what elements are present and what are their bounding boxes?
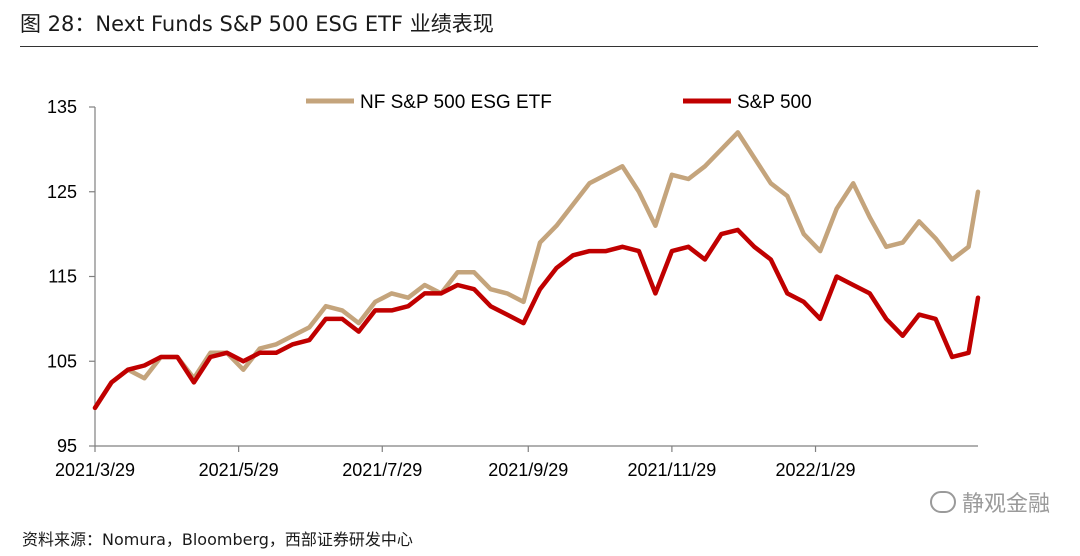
y-tick-label: 105	[47, 351, 77, 371]
x-tick-label: 2021/11/29	[628, 460, 717, 480]
title-divider	[20, 46, 1038, 47]
figure-title: 图 28：Next Funds S&P 500 ESG ETF 业绩表现	[20, 12, 494, 36]
watermark-text: 静观金融	[961, 492, 1050, 517]
y-tick-label: 115	[48, 267, 77, 287]
series-line	[92, 130, 981, 411]
x-axis: 2021/3/29 2021/5/29 2021/7/29 2021/9/29 2021…	[55, 445, 978, 480]
x-tick-label: 2021/5/29	[199, 460, 279, 480]
legend-label: NF S&P 500 ESG ETF	[360, 92, 552, 113]
x-tick-label: 2021/9/29	[488, 460, 568, 480]
legend-label: S&P 500	[737, 92, 812, 113]
y-tick-label: 125	[47, 182, 77, 202]
series-layer	[92, 130, 981, 411]
x-tick-label: 2022/1/29	[775, 460, 855, 480]
x-tick-label: 2021/3/29	[55, 460, 135, 480]
source-note: 资料来源：Nomura，Bloomberg，西部证券研发中心	[22, 530, 413, 549]
watermark: 静观金融	[929, 486, 1050, 518]
y-tick-label: 135	[47, 97, 77, 117]
y-axis: 95 105 115 125 135	[47, 97, 96, 456]
y-tick-label: 95	[57, 436, 77, 456]
series-line	[92, 227, 981, 411]
x-tick-label: 2021/7/29	[342, 460, 422, 480]
legend: NF S&P 500 ESG ETF S&P 500	[306, 92, 812, 113]
wechat-icon	[929, 491, 956, 513]
